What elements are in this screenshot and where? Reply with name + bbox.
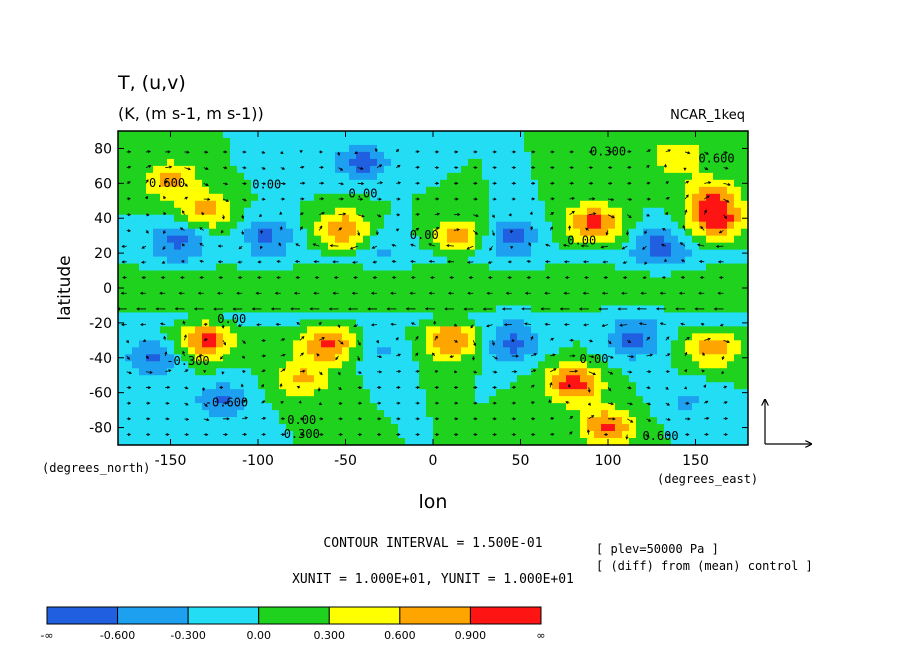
colorbar-swatch [117, 606, 189, 625]
y-tick-label: 80 [94, 141, 112, 157]
unit-vector-note: XUNIT = 1.000E+01, YUNIT = 1.000E+01 [292, 572, 574, 587]
contour-label: 0.00 [217, 312, 246, 326]
contour-label: -0.300 [166, 354, 209, 368]
x-tick-label: 0 [429, 453, 438, 469]
colorbar-label: 0.300 [314, 629, 346, 642]
x-tick-label: -150 [155, 453, 187, 469]
temperature-field [118, 131, 748, 445]
colorbar: -∞ -0.600 -0.300 0.00 0.300 0.600 0.900 ∞ [40, 606, 546, 642]
colorbar-label: 0.600 [384, 629, 416, 642]
colorbar-label: 0.00 [246, 629, 271, 642]
chart-units: (K, (m s-1, m s-1)) [118, 104, 264, 123]
dataset-label: NCAR_1keq [670, 108, 745, 123]
contour-label: 0.00 [567, 233, 596, 247]
y-axis: 80 60 40 20 0 -20 -40 -60 -80 [89, 141, 748, 437]
colorbar-label: -0.600 [100, 629, 135, 642]
contour-label: 0.00 [252, 178, 281, 192]
colorbar-swatch [46, 606, 119, 625]
contour-labels: 0.300 0.600 0.600 0.00 0.00 0.00 0.00 0.00 -0.30… [149, 144, 735, 442]
colorbar-swatch [399, 606, 471, 625]
y-tick-label: -60 [89, 386, 112, 402]
colorbar-label: 0.900 [455, 629, 487, 642]
contour-label: 0.00 [287, 413, 316, 427]
chart-title: T, (u,v) [117, 72, 186, 94]
y-tick-label: -80 [89, 421, 112, 437]
x-tick-label: -100 [242, 453, 274, 469]
contour-label: -0.600 [205, 396, 248, 410]
y-tick-label: 20 [94, 246, 112, 262]
contour-label: 0.00 [349, 186, 378, 200]
y-axis-label: latitude [55, 255, 75, 320]
contour-label: 0.300 [284, 427, 320, 441]
contour-label: 0.00 [410, 228, 439, 242]
y-tick-label: 60 [94, 176, 112, 192]
contour-label: 0.600 [642, 429, 678, 443]
x-unit-label: (degrees_east) [657, 472, 758, 486]
contour-label: 0.300 [590, 144, 626, 158]
note-plev: [ plev=50000 Pa ] [596, 542, 719, 556]
y-unit-label: (degrees_north) [42, 461, 150, 475]
x-tick-label: 100 [595, 453, 622, 469]
colorbar-swatch [328, 606, 401, 625]
colorbar-swatch [258, 606, 330, 625]
contour-label: 0.600 [698, 151, 734, 165]
x-axis: -150 -100 -50 0 50 100 150 [155, 131, 709, 469]
colorbar-swatch [469, 606, 542, 625]
x-tick-label: -50 [334, 453, 357, 469]
contour-label: 0.00 [580, 352, 609, 366]
unit-vector-legend [765, 400, 811, 444]
y-tick-label: 0 [103, 281, 112, 297]
note-diff: [ (diff) from (mean) control ] [596, 559, 813, 573]
contour-label: 0.600 [149, 176, 185, 190]
y-tick-label: -20 [89, 316, 112, 332]
x-tick-label: 150 [682, 453, 709, 469]
contour-interval: CONTOUR INTERVAL = 1.500E-01 [323, 536, 542, 551]
x-tick-label: 50 [512, 453, 530, 469]
wind-vectors [118, 147, 731, 440]
y-tick-label: 40 [94, 211, 112, 227]
colorbar-label: -∞ [40, 629, 53, 642]
colorbar-swatch [187, 606, 260, 625]
colorbar-label: -0.300 [170, 629, 205, 642]
y-tick-label: -40 [89, 351, 112, 367]
x-axis-label: lon [419, 491, 448, 513]
colorbar-label: ∞ [536, 629, 545, 642]
